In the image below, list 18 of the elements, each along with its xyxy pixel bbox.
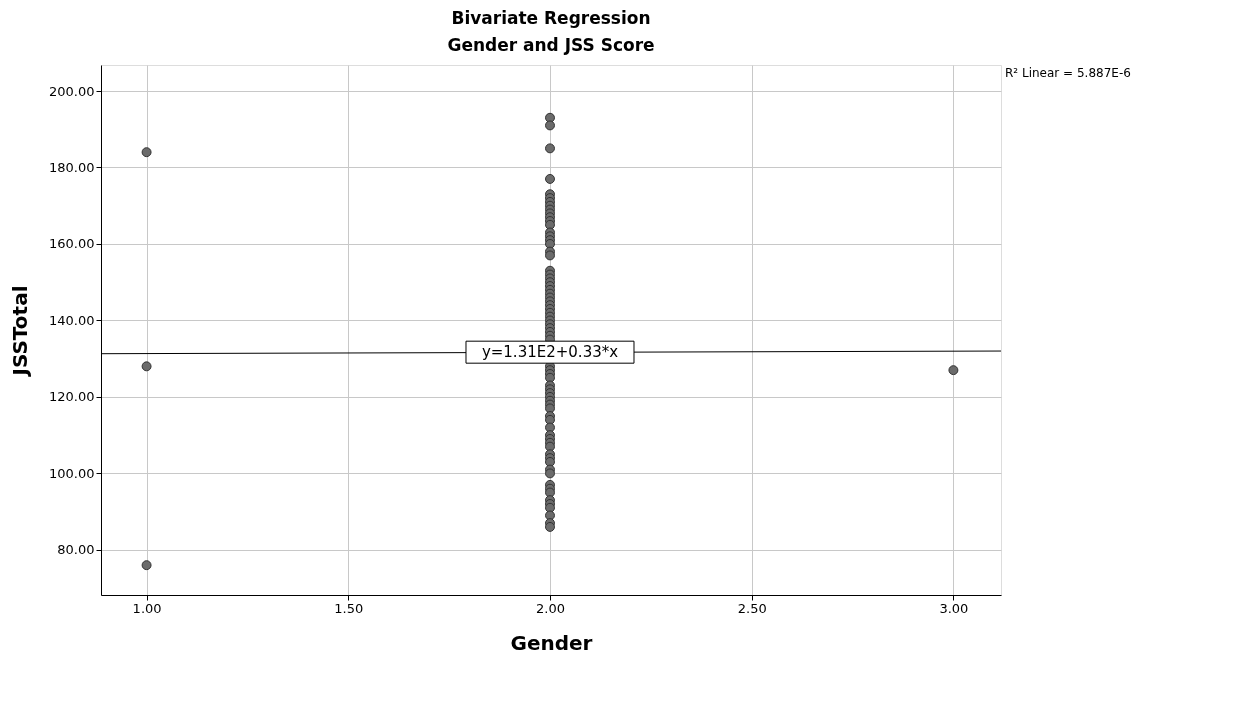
x-tick-label: 2.00	[536, 600, 565, 616]
y-tick-label: 160.00	[49, 236, 95, 252]
x-tick-label: 2.50	[737, 600, 767, 616]
y-tick-label: 140.00	[49, 312, 95, 328]
x-tick-label: 1.00	[132, 600, 162, 616]
y-tick-label: 120.00	[49, 389, 95, 405]
x-tick-label: 3.00	[939, 600, 969, 616]
y-axis-title: JSSTotal	[8, 285, 33, 378]
x-axis-title: Gender	[510, 630, 593, 655]
y-tick-label: 180.00	[49, 159, 95, 175]
chart-title: Bivariate Regression	[451, 8, 651, 28]
y-tick-label: 100.00	[49, 465, 95, 481]
annotation: y=1.31E2+0.33*x	[481, 343, 619, 362]
chart-subtitle: Gender and JSS Score	[447, 35, 655, 55]
y-tick-label: 80.00	[57, 542, 95, 558]
text: R² Linear = 5.887E-6	[1005, 66, 1131, 80]
x-tick-label: 1.50	[334, 600, 364, 616]
y-tick-label: 200.00	[49, 83, 95, 99]
